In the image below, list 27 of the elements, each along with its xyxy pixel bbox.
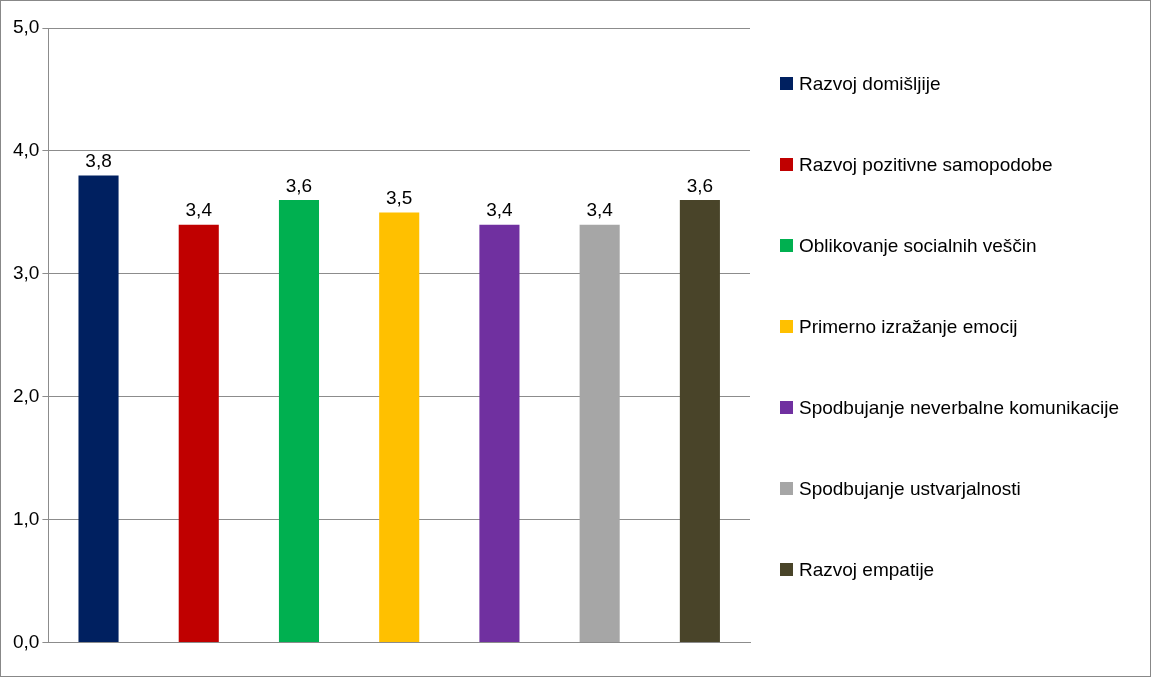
bar — [78, 175, 119, 643]
bar — [579, 224, 620, 643]
data-label: 3,4 — [586, 199, 614, 221]
y-tick-label: 3,0 — [12, 262, 40, 284]
legend-label: Razvoj empatije — [799, 558, 935, 582]
y-tick-label: 5,0 — [12, 16, 40, 38]
bar — [479, 224, 520, 643]
bar — [278, 200, 320, 643]
legend-label: Spodbujanje ustvarjalnosti — [799, 477, 1021, 501]
data-label: 3,8 — [85, 150, 112, 172]
y-tick-label: 0,0 — [12, 630, 40, 652]
data-label: 3,5 — [386, 187, 413, 209]
bar — [379, 212, 420, 643]
legend-label: Oblikovanje socialnih veščin — [799, 234, 1037, 258]
legend-label: Spodbujanje neverbalne komunikacije — [799, 396, 1120, 420]
data-label: 3,6 — [686, 174, 714, 196]
legend-label: Razvoj domišljije — [799, 72, 941, 96]
legend-label: Primerno izražanje emocij — [799, 315, 1018, 339]
data-label: 3,6 — [285, 174, 313, 196]
bar — [679, 200, 720, 643]
data-label: 3,4 — [486, 199, 514, 221]
data-label: 3,4 — [185, 199, 213, 221]
legend-label: Razvoj pozitivne samopodobe — [799, 153, 1053, 177]
y-tick-label: 2,0 — [12, 384, 40, 406]
y-tick-label: 4,0 — [12, 139, 40, 161]
y-tick-label: 1,0 — [12, 507, 40, 529]
bar — [178, 224, 219, 643]
